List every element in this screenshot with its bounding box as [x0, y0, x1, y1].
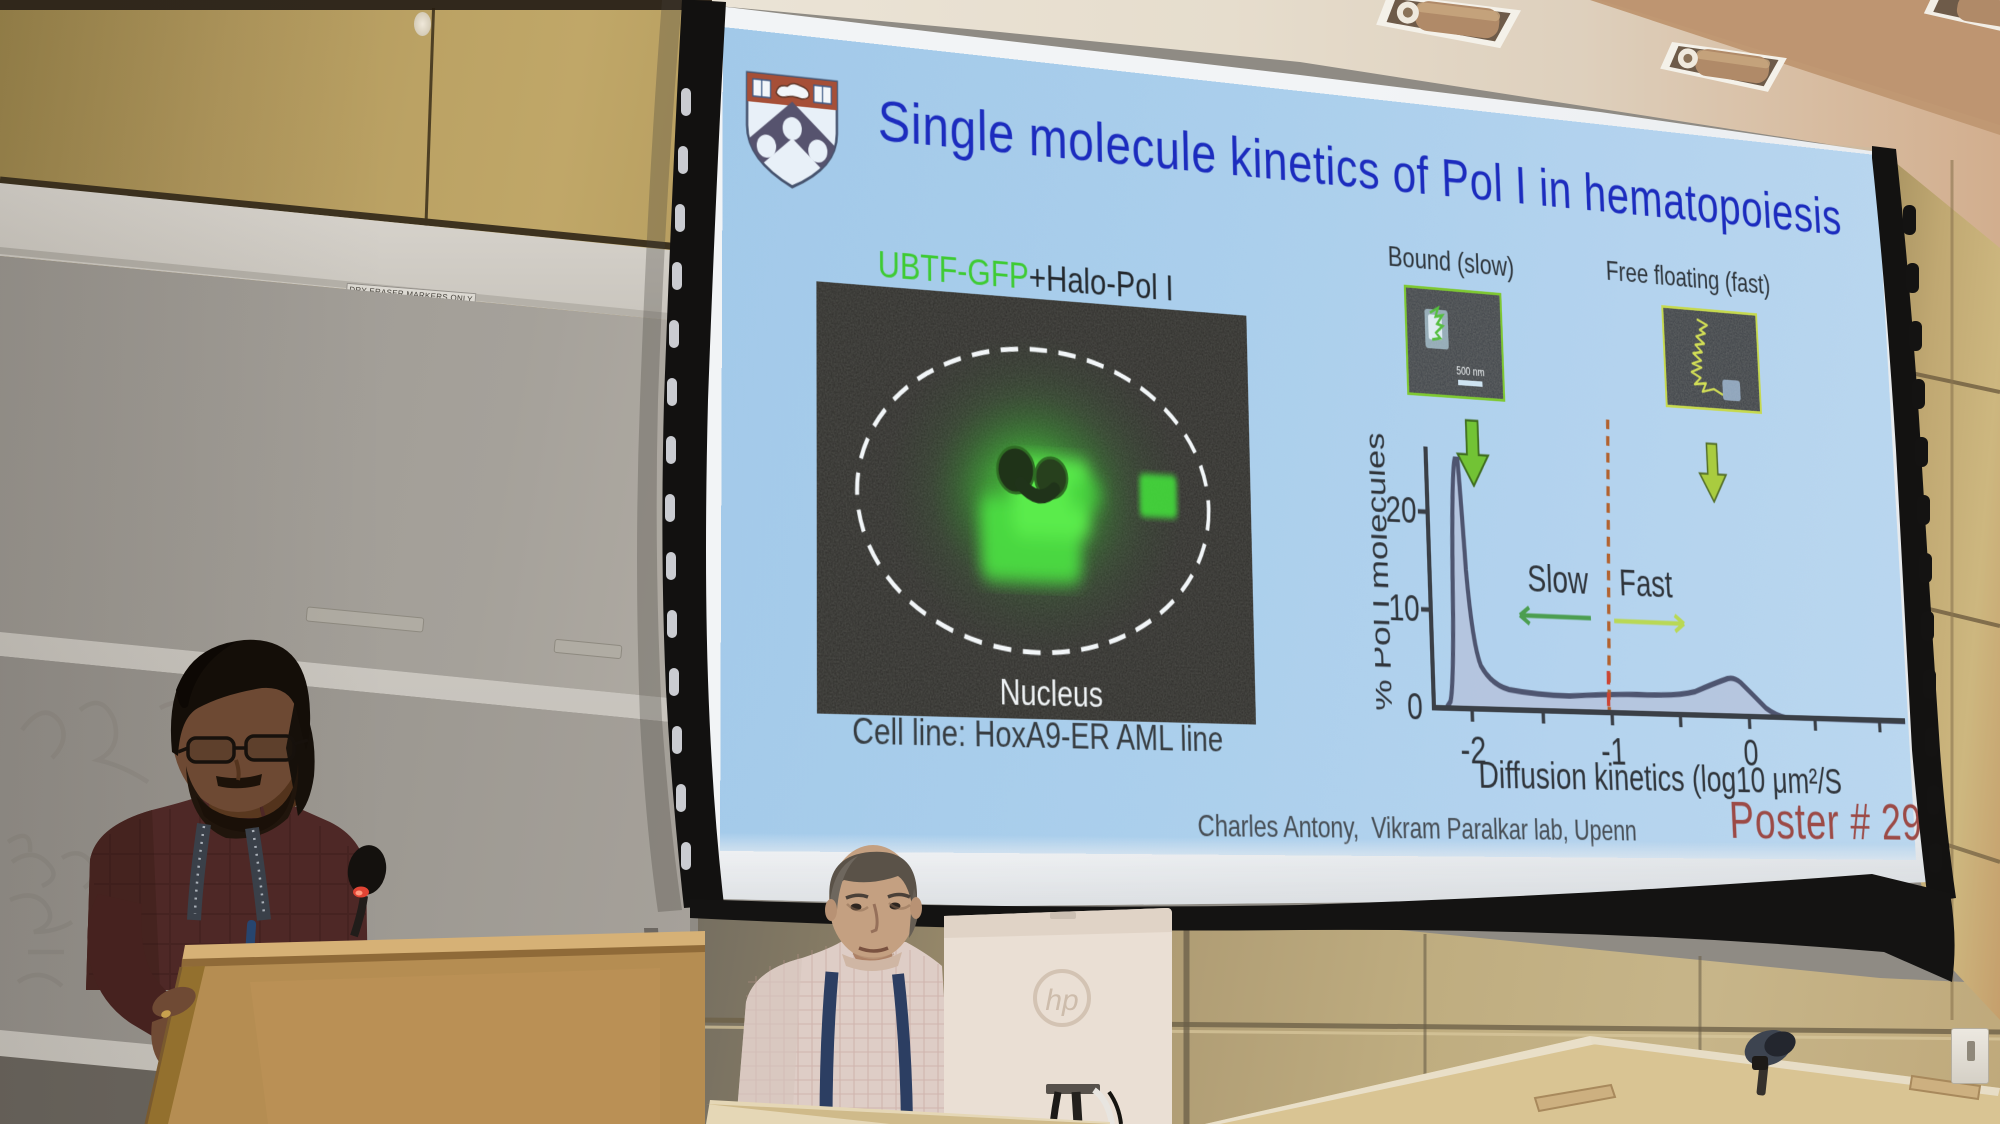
- svg-text:hp: hp: [1045, 984, 1078, 1017]
- svg-text:-2: -2: [1460, 729, 1487, 773]
- svg-text:-1: -1: [1600, 731, 1627, 774]
- svg-text:Slow: Slow: [1527, 558, 1590, 603]
- svg-text:Fast: Fast: [1618, 562, 1673, 606]
- svg-text:500 nm: 500 nm: [1456, 366, 1485, 380]
- svg-text:20: 20: [1385, 489, 1417, 531]
- svg-text:0: 0: [1407, 686, 1424, 728]
- svg-text:Nucleus: Nucleus: [999, 672, 1103, 715]
- svg-text:10: 10: [1388, 587, 1420, 629]
- svg-text:Diffusion kinetics (log10 μm²/: Diffusion kinetics (log10 μm²/S: [1478, 754, 1843, 802]
- svg-text:0: 0: [1743, 732, 1760, 774]
